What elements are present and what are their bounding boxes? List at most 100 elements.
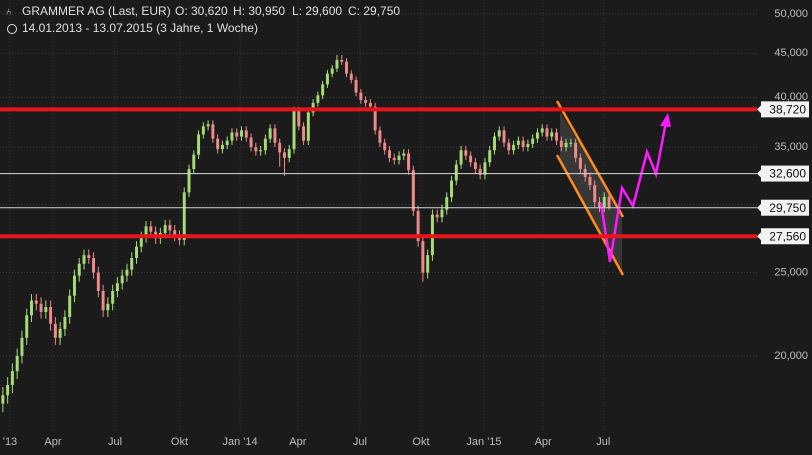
y-tick-label: 20,000 [774,350,808,362]
level-tag [761,199,809,216]
candle-body [240,130,243,137]
y-tick-label: 40,000 [774,91,808,103]
candle-body [6,385,10,396]
candle-body [578,157,582,170]
candle-body [464,150,468,156]
candle-body [416,210,420,242]
x-tick-label: Okt [412,436,429,448]
candle-body [44,307,48,312]
candle-body [502,130,506,143]
candle-body [220,144,224,150]
candle-body [96,272,100,291]
candle-body [25,315,29,338]
candle-body [278,142,282,153]
candle-body [564,142,568,148]
candle-body [316,95,320,103]
candle-body [77,263,81,276]
candle-body [526,143,530,148]
icon: ⑃ [6,6,11,16]
candle-body [259,150,263,152]
x-tick-label: Okt [171,436,188,448]
candle-body [359,92,363,101]
candle-body [254,147,258,152]
x-tick-label: Apr [289,436,306,448]
candle-body [168,225,172,231]
candle-body [149,226,153,232]
candle-body [345,61,349,74]
candle-body [87,255,91,258]
ohlc: O: 30,620 [175,4,228,18]
candle-body [602,196,606,208]
candle-body [426,255,430,273]
candle-body [473,162,477,170]
candle-body [445,197,449,210]
candle-body [244,130,248,138]
level-tag-tip [757,104,762,115]
x-tick-label: Apr [44,436,61,448]
candle-body [82,255,86,264]
candle-body [282,152,286,158]
candle-body [483,162,487,175]
candle-body [125,269,129,276]
level-label: 27,560 [769,229,806,243]
candle-body [454,164,458,181]
candle-body [450,180,454,198]
candle-body [330,68,334,74]
candle-body [297,110,301,127]
date-range: 14.01.2013 - 13.07.2015 (3 Jahre, 1 Woch… [22,21,258,35]
candle-body [263,138,267,151]
candle-body [325,73,329,85]
candle-body [216,138,220,150]
candle-body [34,300,38,304]
candle-body [392,157,396,161]
candle-body [68,295,72,317]
candle-body [49,307,53,324]
candle-body [387,150,391,158]
levels: 38,720 32,600 29,750 27,560 [0,101,809,245]
ohlc: H: 30,950 [233,4,285,18]
candle-body [349,73,353,80]
ohlc: L: 29,600 [292,4,342,18]
candle-body [192,154,196,170]
candle-body [569,142,573,144]
level-label: 32,600 [769,167,806,181]
candle-body [139,237,143,247]
x-tick-label: Jan '14 [223,436,258,448]
x-tick-label: Jul [596,436,610,448]
candle-body [292,110,296,150]
candle-body [559,140,563,148]
candle-body [531,138,535,144]
candle-body [115,283,119,291]
candle-body [411,170,415,211]
candle-body [230,132,234,141]
candle-body [593,185,597,203]
candle-body [598,202,601,208]
candle-body [383,142,387,151]
candle-body [30,300,33,316]
candle-body [306,112,310,141]
candle-body [201,126,205,135]
candle-body [407,153,411,171]
level-tag-tip [757,202,762,213]
candle-body [354,79,358,93]
candle-body [488,150,492,163]
level-label: 38,720 [769,103,806,117]
x-tick-label: Jul [353,436,367,448]
candle-body [421,241,425,273]
x-tick-label: Jan '15 [466,436,501,448]
candle-body [535,132,539,139]
candle-body [478,169,482,175]
candle-body [273,128,277,143]
candle-body [364,100,368,103]
x-tick-label: Jul [108,436,122,448]
level-label: 29,750 [769,201,806,215]
candle-body [197,134,201,155]
candle-body [435,214,439,218]
candle-body [368,102,372,107]
candle-body [287,149,291,158]
candle-body [39,303,43,312]
candle-body [15,355,19,372]
candle-body [373,106,377,131]
candle-body [440,209,444,218]
y-tick-label: 25,000 [774,267,808,279]
